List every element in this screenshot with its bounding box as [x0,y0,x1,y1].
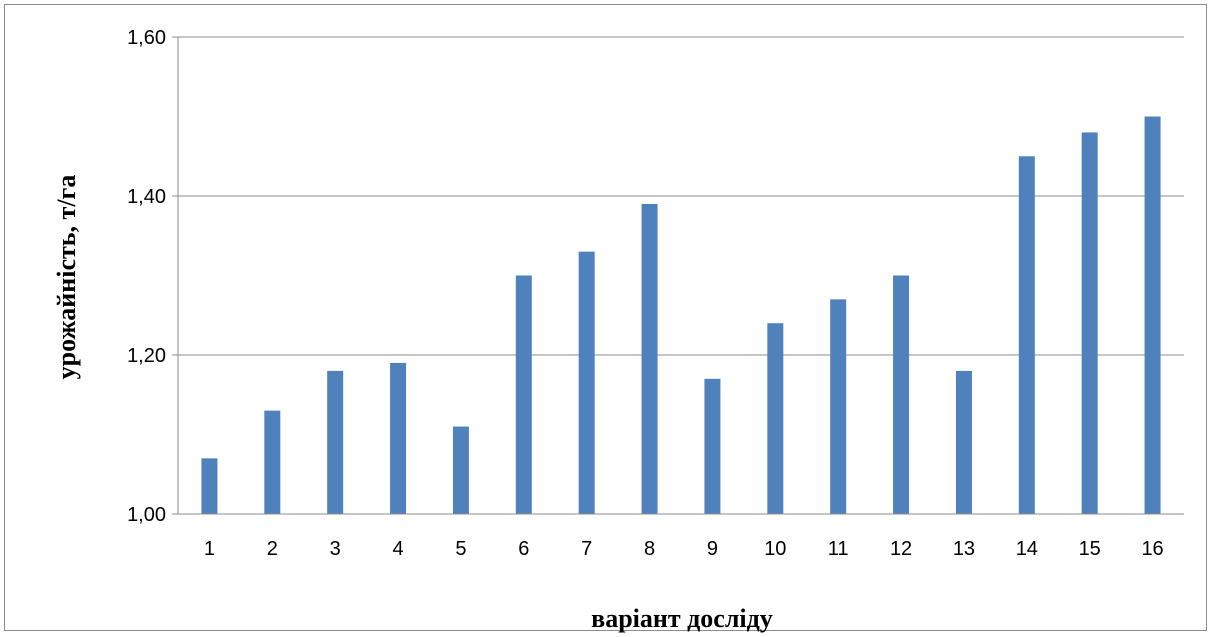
x-tick-label: 14 [1016,538,1038,560]
bars [201,117,1160,515]
y-tick-label: 1,20 [127,345,166,367]
bar [767,323,783,514]
bar [579,252,595,514]
x-tick-label: 10 [764,538,786,560]
bar [390,363,406,514]
y-tick-label: 1,00 [127,504,166,526]
x-tick-label: 5 [455,538,466,560]
x-tick-label: 4 [393,538,404,560]
x-tick-label: 8 [644,538,655,560]
x-tick-label: 16 [1141,538,1163,560]
x-axis-title: варіант досліду [591,604,773,633]
bar [516,276,532,515]
bar [893,276,909,515]
x-tick-label: 13 [953,538,975,560]
x-tick-label: 15 [1079,538,1101,560]
bar [1019,156,1035,514]
x-tick-label: 3 [330,538,341,560]
x-tick-label: 9 [707,538,718,560]
bar [1082,132,1098,514]
y-tick-label: 1,40 [127,186,166,208]
x-tick-label: 2 [267,538,278,560]
bar [642,204,658,514]
y-tick-label: 1,60 [127,27,166,49]
bar [956,371,972,514]
x-tick-label: 1 [204,538,215,560]
y-axis-title: урожайність, т/га [52,175,81,380]
bar [201,458,217,514]
x-tick-label: 6 [518,538,529,560]
bar [264,411,280,514]
bar [453,427,469,514]
bar [327,371,343,514]
bar [704,379,720,514]
x-tick-label: 7 [581,538,592,560]
bar [830,299,846,514]
bar [1145,117,1161,515]
x-tick-label: 11 [828,538,849,560]
x-tick-label: 12 [890,538,912,560]
